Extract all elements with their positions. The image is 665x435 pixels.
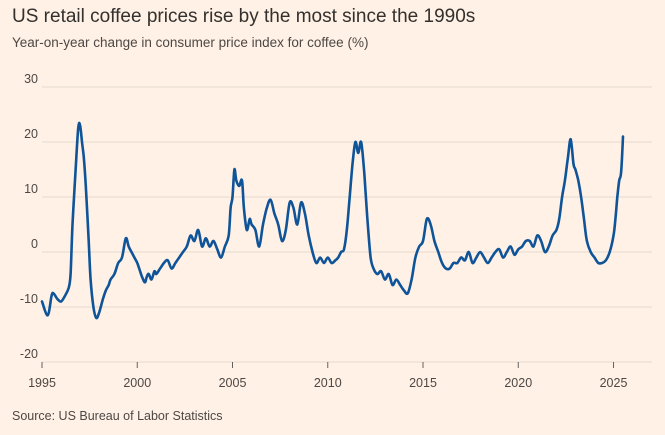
x-tick-label: 2015 (409, 376, 437, 390)
y-axis-ticks: 30 20 10 0 -10 -20 (20, 72, 38, 361)
series-layer (40, 121, 625, 320)
y-tick-label: 0 (31, 237, 38, 251)
source-note: Source: US Bureau of Labor Statistics (12, 409, 223, 423)
x-axis-ticks: 1995 2000 2005 2010 2015 2020 2025 (28, 362, 627, 390)
y-tick-label: 20 (24, 127, 38, 141)
y-tick-label: 30 (24, 72, 38, 86)
y-tick-label: -10 (20, 292, 38, 306)
x-tick-label: 2025 (600, 376, 628, 390)
chart-subtitle: Year-on-year change in consumer price in… (12, 35, 369, 50)
x-tick-label: 2005 (219, 376, 247, 390)
series-line-coffee-cpi (40, 121, 625, 320)
x-tick-label: 2010 (314, 376, 342, 390)
x-tick-label: 1995 (28, 376, 56, 390)
y-tick-label: -20 (20, 347, 38, 361)
chart-title: US retail coffee prices rise by the most… (12, 6, 476, 27)
grid-lines (42, 86, 652, 363)
x-tick-label: 2000 (123, 376, 151, 390)
y-tick-label: 10 (24, 182, 38, 196)
x-tick-label: 2020 (504, 376, 532, 390)
